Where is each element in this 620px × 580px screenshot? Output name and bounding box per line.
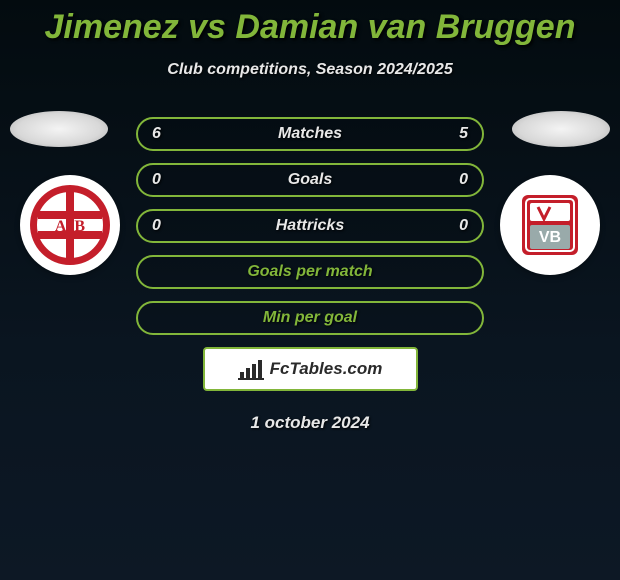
svg-text:AaB: AaB (55, 218, 86, 235)
stat-value-left: 0 (152, 217, 176, 235)
stat-row-min-per-goal: Min per goal (136, 301, 484, 335)
stat-label: Goals per match (247, 263, 372, 281)
stat-value-left: 0 (152, 171, 176, 189)
comparison-section: AaB VB 6 Matches 5 0 Goals 0 0 Hattricks… (0, 117, 620, 433)
stat-label: Matches (176, 125, 444, 143)
club-badge-right: VB (500, 175, 600, 275)
stat-label: Hattricks (176, 217, 444, 235)
page-title: Jimenez vs Damian van Bruggen (0, 0, 620, 47)
stat-row-hattricks: 0 Hattricks 0 (136, 209, 484, 243)
club-badge-left: AaB (20, 175, 120, 275)
brand-box[interactable]: FcTables.com (203, 347, 418, 391)
brand-text: FcTables.com (270, 359, 383, 379)
chart-icon (238, 358, 264, 380)
aab-badge-icon: AaB (28, 183, 112, 267)
stat-value-right: 0 (444, 217, 468, 235)
player-photo-left-placeholder (10, 111, 108, 147)
stat-value-left: 6 (152, 125, 176, 143)
stat-label: Min per goal (263, 309, 357, 327)
date-text: 1 october 2024 (0, 413, 620, 433)
stat-row-goals-per-match: Goals per match (136, 255, 484, 289)
season-subtitle: Club competitions, Season 2024/2025 (0, 61, 620, 79)
stat-label: Goals (176, 171, 444, 189)
player-photo-right-placeholder (512, 111, 610, 147)
stat-row-matches: 6 Matches 5 (136, 117, 484, 151)
stat-value-right: 0 (444, 171, 468, 189)
vb-badge-icon: VB (508, 183, 592, 267)
stat-value-right: 5 (444, 125, 468, 143)
svg-text:VB: VB (539, 229, 561, 246)
stat-row-goals: 0 Goals 0 (136, 163, 484, 197)
